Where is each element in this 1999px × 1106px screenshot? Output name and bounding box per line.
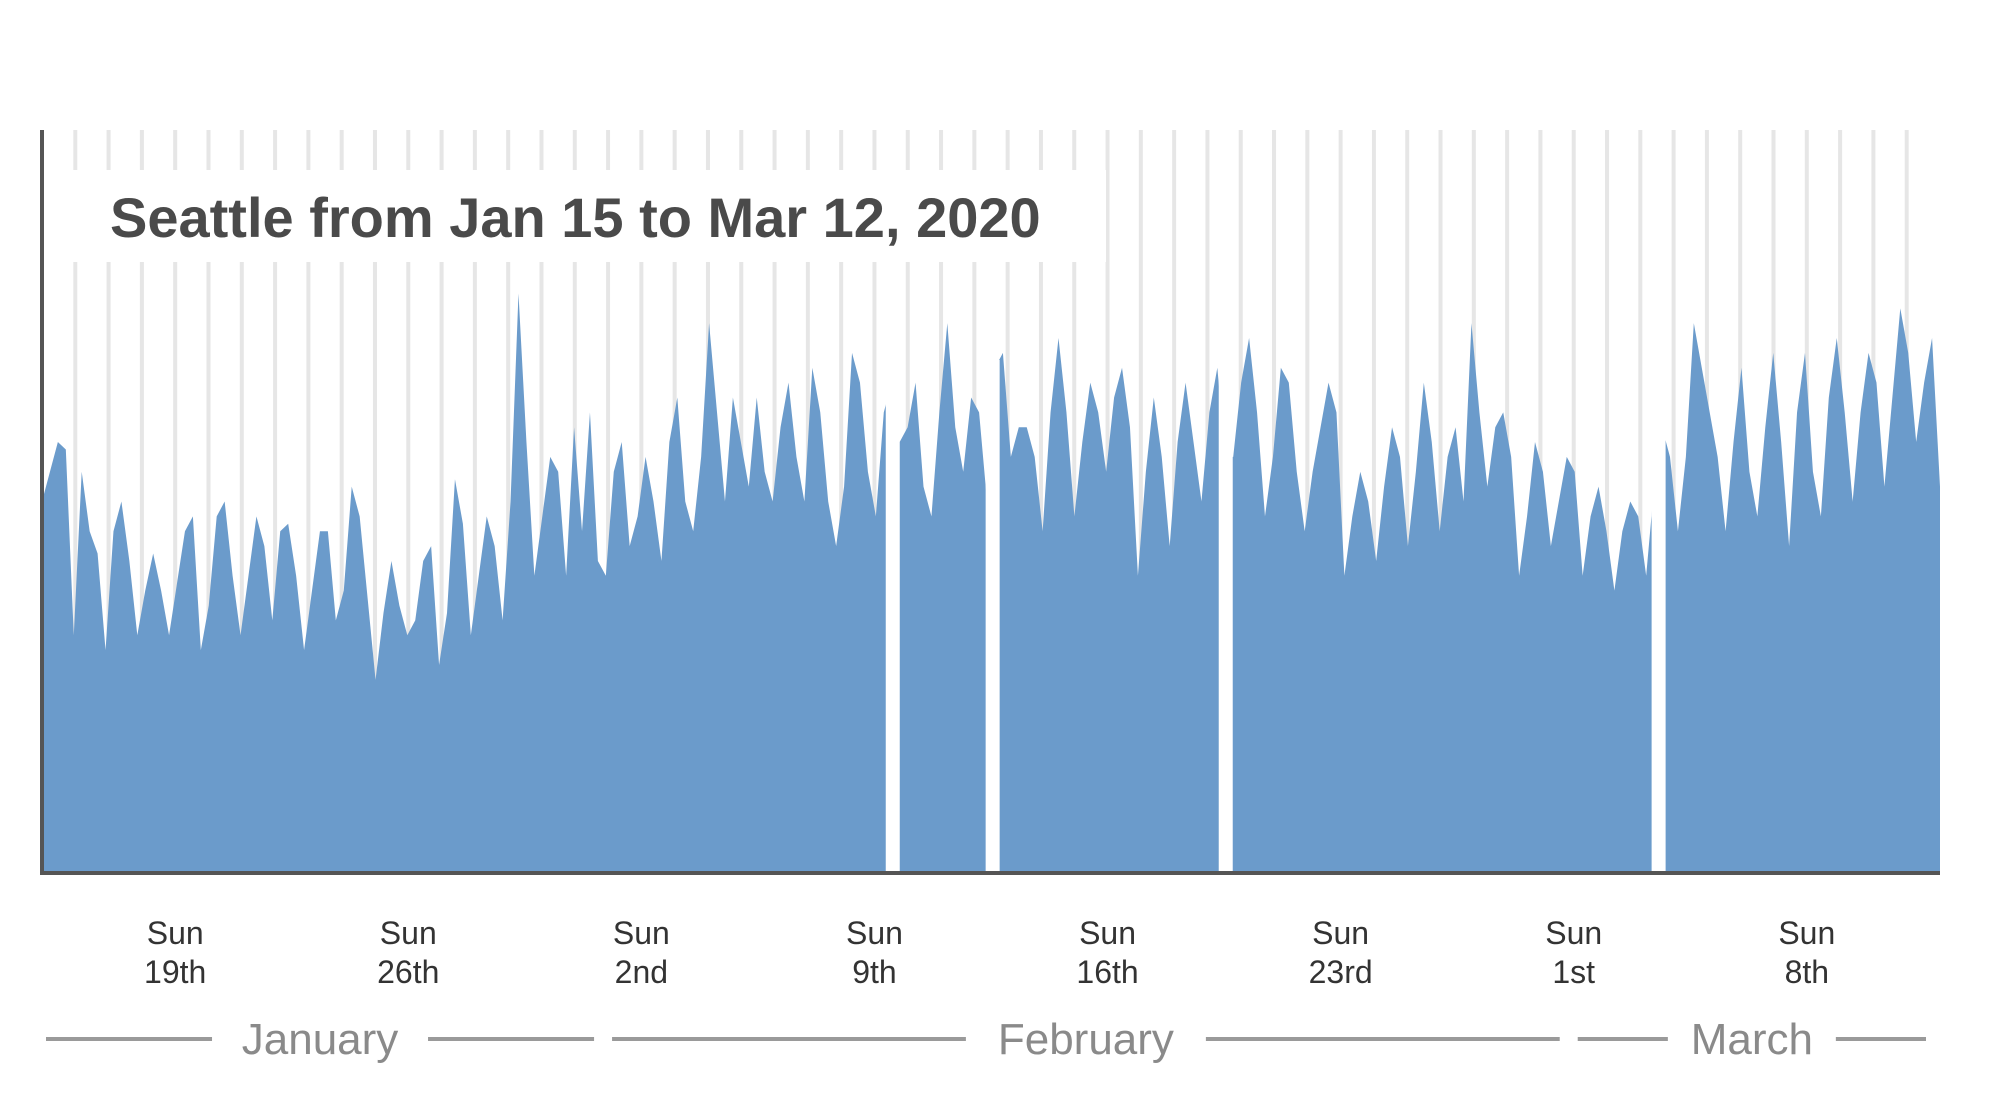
tick-day: 23rd: [1309, 954, 1373, 990]
tick-day: 8th: [1785, 954, 1829, 990]
tick-weekday: Sun: [147, 915, 204, 951]
month-label: March: [1691, 1015, 1813, 1064]
tick-day: 1st: [1552, 954, 1595, 990]
x-tick-labels: Sun19thSun26thSun2ndSun9thSun16thSun23rd…: [144, 915, 1835, 990]
month-labels: January February March: [46, 1015, 1926, 1064]
gap: [885, 360, 900, 873]
tick-day: 16th: [1076, 954, 1138, 990]
gaps: [885, 360, 1666, 873]
tick-weekday: Sun: [380, 915, 437, 951]
gap: [985, 360, 1000, 873]
gap: [1651, 360, 1666, 873]
month-label: February: [998, 1015, 1174, 1064]
tick-weekday: Sun: [1312, 915, 1369, 951]
tick-weekday: Sun: [1079, 915, 1136, 951]
tick-day: 26th: [377, 954, 439, 990]
month-label: January: [242, 1015, 399, 1064]
tick-weekday: Sun: [613, 915, 670, 951]
tick-day: 19th: [144, 954, 206, 990]
title-background: [46, 170, 1106, 262]
chart-title: Seattle from Jan 15 to Mar 12, 2020: [110, 186, 1041, 249]
tick-day: 2nd: [615, 954, 668, 990]
tick-weekday: Sun: [846, 915, 903, 951]
tick-weekday: Sun: [1545, 915, 1602, 951]
gap: [1218, 360, 1233, 873]
tick-weekday: Sun: [1778, 915, 1835, 951]
tick-day: 9th: [852, 954, 896, 990]
